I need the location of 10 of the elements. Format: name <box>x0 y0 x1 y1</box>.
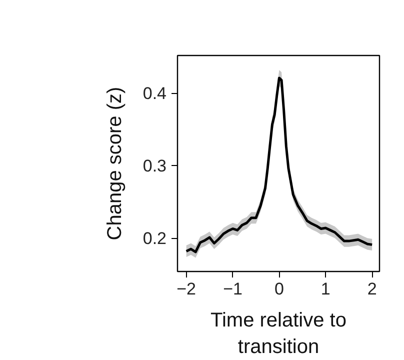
x-tick-label: 2 <box>367 280 377 298</box>
y-tick-label: 0.4 <box>142 84 167 104</box>
x-tick-label: −1 <box>223 280 242 298</box>
x-tick-label: 0 <box>274 280 284 298</box>
x-tick-label: 1 <box>320 280 330 298</box>
x-tick-label: −2 <box>176 280 196 298</box>
y-tick-label: 0.3 <box>142 156 167 176</box>
y-tick-label: 0.2 <box>142 229 167 248</box>
y-axis-title: Change score (z) <box>104 86 126 240</box>
x-axis-title: Time relative to transition <box>210 310 346 358</box>
